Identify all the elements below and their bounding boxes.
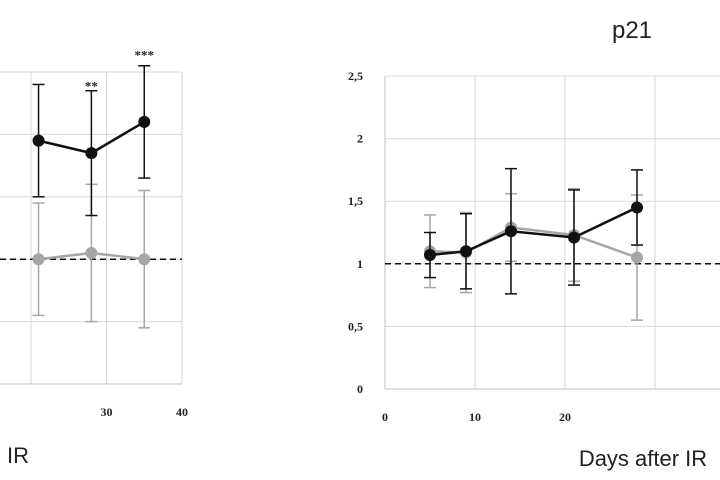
significance-marker: ** [85,79,98,94]
chart-left-panel: 30 40*****IR [0,48,188,468]
data-point [631,201,643,214]
data-point [138,253,151,266]
chart-p21-panel: 0 0,5 1 1,5 2 2,5 0 10 20 Days after IR p21 [348,17,720,471]
x-tick-label: 0 [382,410,388,424]
data-point [460,245,472,258]
series-0 [32,65,151,217]
series-1 [32,183,151,329]
data-point [568,231,580,244]
y-tick-label: 2 [357,132,363,146]
y-tick-label: 2,5 [348,69,363,83]
data-point [138,115,151,128]
y-tick-label: 1 [357,257,363,271]
x-tick-label: 40 [176,405,188,419]
y-tick-label: 1,5 [348,194,363,208]
data-point [424,249,436,262]
x-axis-title: Days after IR [579,446,707,471]
y-tick-label: 0,5 [348,319,363,333]
data-point [85,246,98,259]
significance-marker: *** [135,48,155,63]
x-axis-title: IR [7,443,29,468]
x-tick-label: 10 [469,410,481,424]
x-tick-label: 30 [101,405,113,419]
data-point [32,134,45,147]
chart-title: p21 [612,17,652,44]
series-0 [424,167,643,295]
data-point [85,147,98,160]
data-point [32,253,45,266]
y-tick-label: 0 [357,382,363,396]
data-point [505,225,517,238]
data-point [631,251,643,264]
x-tick-label: 20 [559,410,571,424]
series-1 [424,187,643,321]
